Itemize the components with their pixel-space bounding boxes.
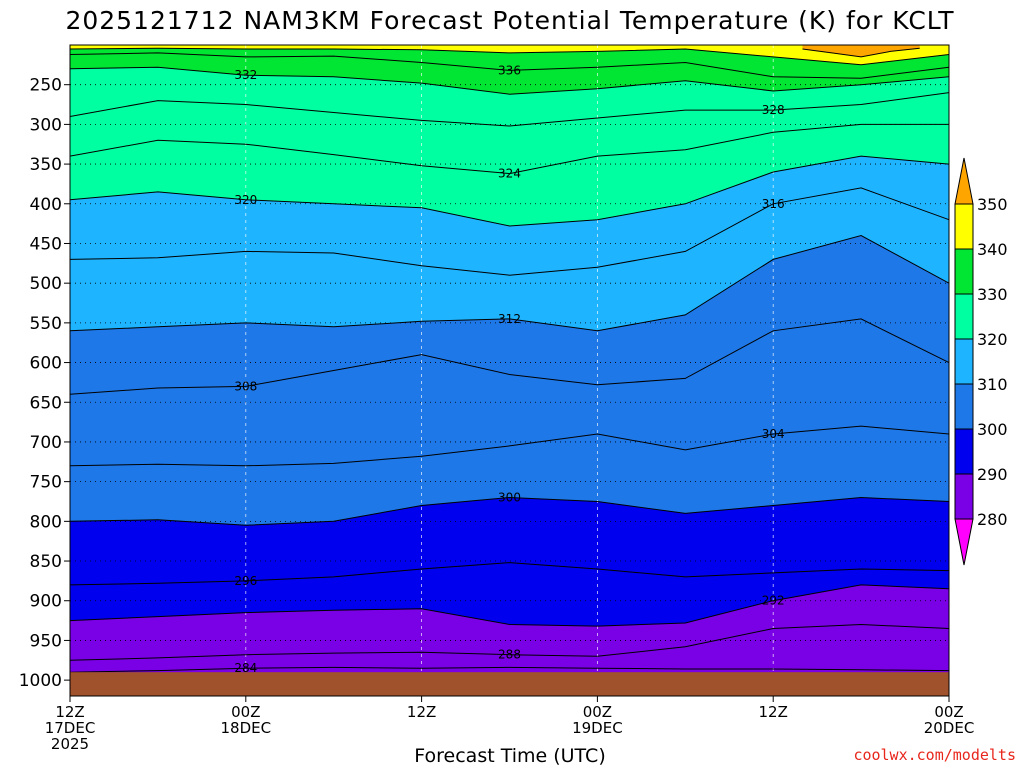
isentrope-296 xyxy=(69,562,950,586)
isentrope-label-316: 316 xyxy=(762,197,785,211)
isentrope-label-324: 324 xyxy=(498,167,521,181)
isentrope-340 xyxy=(69,47,950,66)
y-tick-label-1: 300 xyxy=(30,115,62,135)
isentrope-lines xyxy=(69,47,950,673)
isentrope-316 xyxy=(69,187,950,276)
ground-fill xyxy=(70,672,949,696)
isentrope-label-284: 284 xyxy=(234,661,257,675)
isentrope-336 xyxy=(69,52,950,79)
colorbar-segment-310 xyxy=(954,338,974,385)
colorbar-label-290: 290 xyxy=(977,465,1008,484)
colorbar-label-340: 340 xyxy=(977,240,1008,259)
colorbar-label-300: 300 xyxy=(977,420,1008,439)
x-tick-label-4-1: 12Z xyxy=(759,703,788,721)
y-tick-label-4: 450 xyxy=(30,234,62,254)
colorbar-segment-320 xyxy=(954,293,974,340)
isentrope-332 xyxy=(69,66,950,95)
isentrope-350 xyxy=(802,47,920,58)
y-tick-label-2: 350 xyxy=(30,155,62,175)
isentrope-328 xyxy=(69,92,950,127)
x-axis-label: Forecast Time (UTC) xyxy=(414,745,605,767)
isentrope-label-300: 300 xyxy=(498,491,521,505)
colorbar-high-arrow xyxy=(954,157,974,205)
x-tick-label-3-2: 19DEC xyxy=(572,719,623,737)
isentrope-312 xyxy=(69,234,950,332)
isentrope-label-292: 292 xyxy=(762,594,785,608)
isentrope-284 xyxy=(69,666,950,673)
y-tick-label-8: 650 xyxy=(30,393,62,413)
y-tick-label-3: 400 xyxy=(30,195,62,215)
x-tick-label-2-1: 12Z xyxy=(407,703,436,721)
y-tick-label-13: 900 xyxy=(30,592,62,612)
colorbar-label-280: 280 xyxy=(977,510,1008,529)
colorbar-low-arrow xyxy=(954,518,974,566)
isentrope-label-296: 296 xyxy=(234,574,257,588)
contour-fills xyxy=(70,45,949,696)
x-tick-label-1-2: 18DEC xyxy=(221,719,272,737)
y-tick-label-0: 250 xyxy=(30,76,62,96)
isentrope-label-332: 332 xyxy=(234,68,257,82)
colorbar-segment-330 xyxy=(954,248,974,295)
plot-frame xyxy=(69,44,950,697)
isentrope-label-328: 328 xyxy=(762,103,785,117)
isentrope-labels: 284 288 292 296 300 304 308 312 316 320 324 328 332 3… xyxy=(234,63,784,675)
x-tick-label-5-2: 20DEC xyxy=(924,719,975,737)
ground-surface xyxy=(70,672,949,696)
y-tick-label-14: 950 xyxy=(30,631,62,651)
isentrope-288 xyxy=(69,623,950,661)
colorbar-label-310: 310 xyxy=(977,375,1008,394)
isentrope-label-312: 312 xyxy=(498,312,521,326)
fill-band-350 xyxy=(802,45,920,57)
colorbar-label-330: 330 xyxy=(977,285,1008,304)
x-tick-label-3-1: 00Z xyxy=(583,703,612,721)
y-tick-label-5: 500 xyxy=(30,274,62,294)
y-tick-label-15: 1000 xyxy=(19,671,62,691)
isentrope-308 xyxy=(69,318,950,395)
x-tick-label-1-1: 00Z xyxy=(231,703,260,721)
y-tick-label-12: 850 xyxy=(30,552,62,572)
isentrope-label-304: 304 xyxy=(762,427,785,441)
x-tick-label-0-3: 2025 xyxy=(51,735,89,753)
colorbar-label-320: 320 xyxy=(977,330,1008,349)
colorbar-segment-280 xyxy=(954,473,974,520)
isentrope-324 xyxy=(69,123,949,175)
y-tick-label-10: 750 xyxy=(30,473,62,493)
y-tick-label-6: 550 xyxy=(30,314,62,334)
y-tick-label-9: 700 xyxy=(30,433,62,453)
colorbar-segment-300 xyxy=(954,383,974,430)
x-tick-label-0-2: 17DEC xyxy=(45,719,96,737)
credit-text: coolwx.com/modelts xyxy=(853,746,1016,764)
isentrope-label-288: 288 xyxy=(498,648,521,662)
colorbar-segment-290 xyxy=(954,428,974,475)
isentrope-label-308: 308 xyxy=(234,379,257,393)
isentrope-label-320: 320 xyxy=(234,193,257,207)
x-tick-label-0-1: 12Z xyxy=(55,703,84,721)
fill-band-340 xyxy=(70,45,949,65)
pressure-axis: 250 300 350 400 450 500 550 600 650 700 750 800 850 9… xyxy=(19,76,70,691)
colorbar: 280 290 300 310 320 330 340 350 xyxy=(954,157,1008,566)
isentrope-label-336: 336 xyxy=(498,63,521,77)
isentrope-292 xyxy=(69,584,950,627)
colorbar-segment-340 xyxy=(954,203,974,250)
y-tick-label-11: 800 xyxy=(30,512,62,532)
isentrope-300 xyxy=(69,496,950,526)
isentrope-320 xyxy=(69,155,950,227)
chart-title: 2025121712 NAM3KM Forecast Potential Tem… xyxy=(65,6,954,35)
isentrope-304 xyxy=(69,425,950,467)
y-tick-label-7: 600 xyxy=(30,354,62,374)
colorbar-label-350: 350 xyxy=(977,195,1008,214)
x-tick-label-5-1: 00Z xyxy=(934,703,963,721)
